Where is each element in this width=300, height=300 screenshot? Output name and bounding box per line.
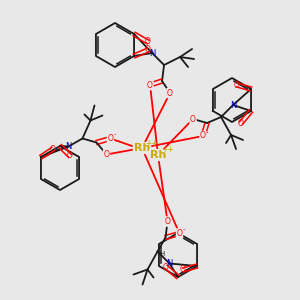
- Text: Rh: Rh: [150, 150, 166, 160]
- Text: O: O: [103, 150, 109, 159]
- Text: -: -: [206, 129, 208, 135]
- Text: N: N: [65, 142, 72, 151]
- Text: O: O: [145, 46, 151, 55]
- Text: -: -: [113, 131, 116, 137]
- Text: O: O: [147, 80, 153, 89]
- Text: H: H: [159, 250, 164, 256]
- Text: O: O: [67, 152, 73, 160]
- Text: ++: ++: [146, 139, 158, 148]
- Text: O: O: [167, 88, 173, 98]
- Text: O: O: [107, 134, 113, 143]
- Text: O: O: [107, 134, 113, 143]
- Text: Rh: Rh: [134, 143, 150, 153]
- Text: ++: ++: [162, 146, 174, 154]
- Text: O: O: [180, 266, 186, 274]
- Text: O: O: [177, 229, 182, 238]
- Text: O: O: [163, 262, 169, 272]
- Text: O: O: [50, 145, 56, 154]
- Text: N: N: [166, 259, 173, 268]
- Text: -: -: [182, 226, 185, 232]
- Text: O: O: [190, 115, 196, 124]
- Text: O: O: [147, 80, 153, 89]
- Text: O: O: [190, 115, 196, 124]
- Text: O: O: [165, 217, 170, 226]
- Text: O: O: [200, 131, 206, 140]
- Text: O: O: [145, 38, 151, 46]
- Text: O: O: [234, 80, 240, 89]
- Text: O: O: [200, 131, 206, 140]
- Text: N: N: [230, 100, 236, 109]
- Text: O: O: [238, 118, 244, 127]
- Text: O: O: [167, 88, 173, 98]
- Text: -: -: [153, 78, 155, 84]
- Text: O: O: [165, 217, 170, 226]
- Text: N: N: [149, 49, 155, 58]
- Text: O: O: [177, 229, 182, 238]
- Text: O: O: [103, 150, 109, 159]
